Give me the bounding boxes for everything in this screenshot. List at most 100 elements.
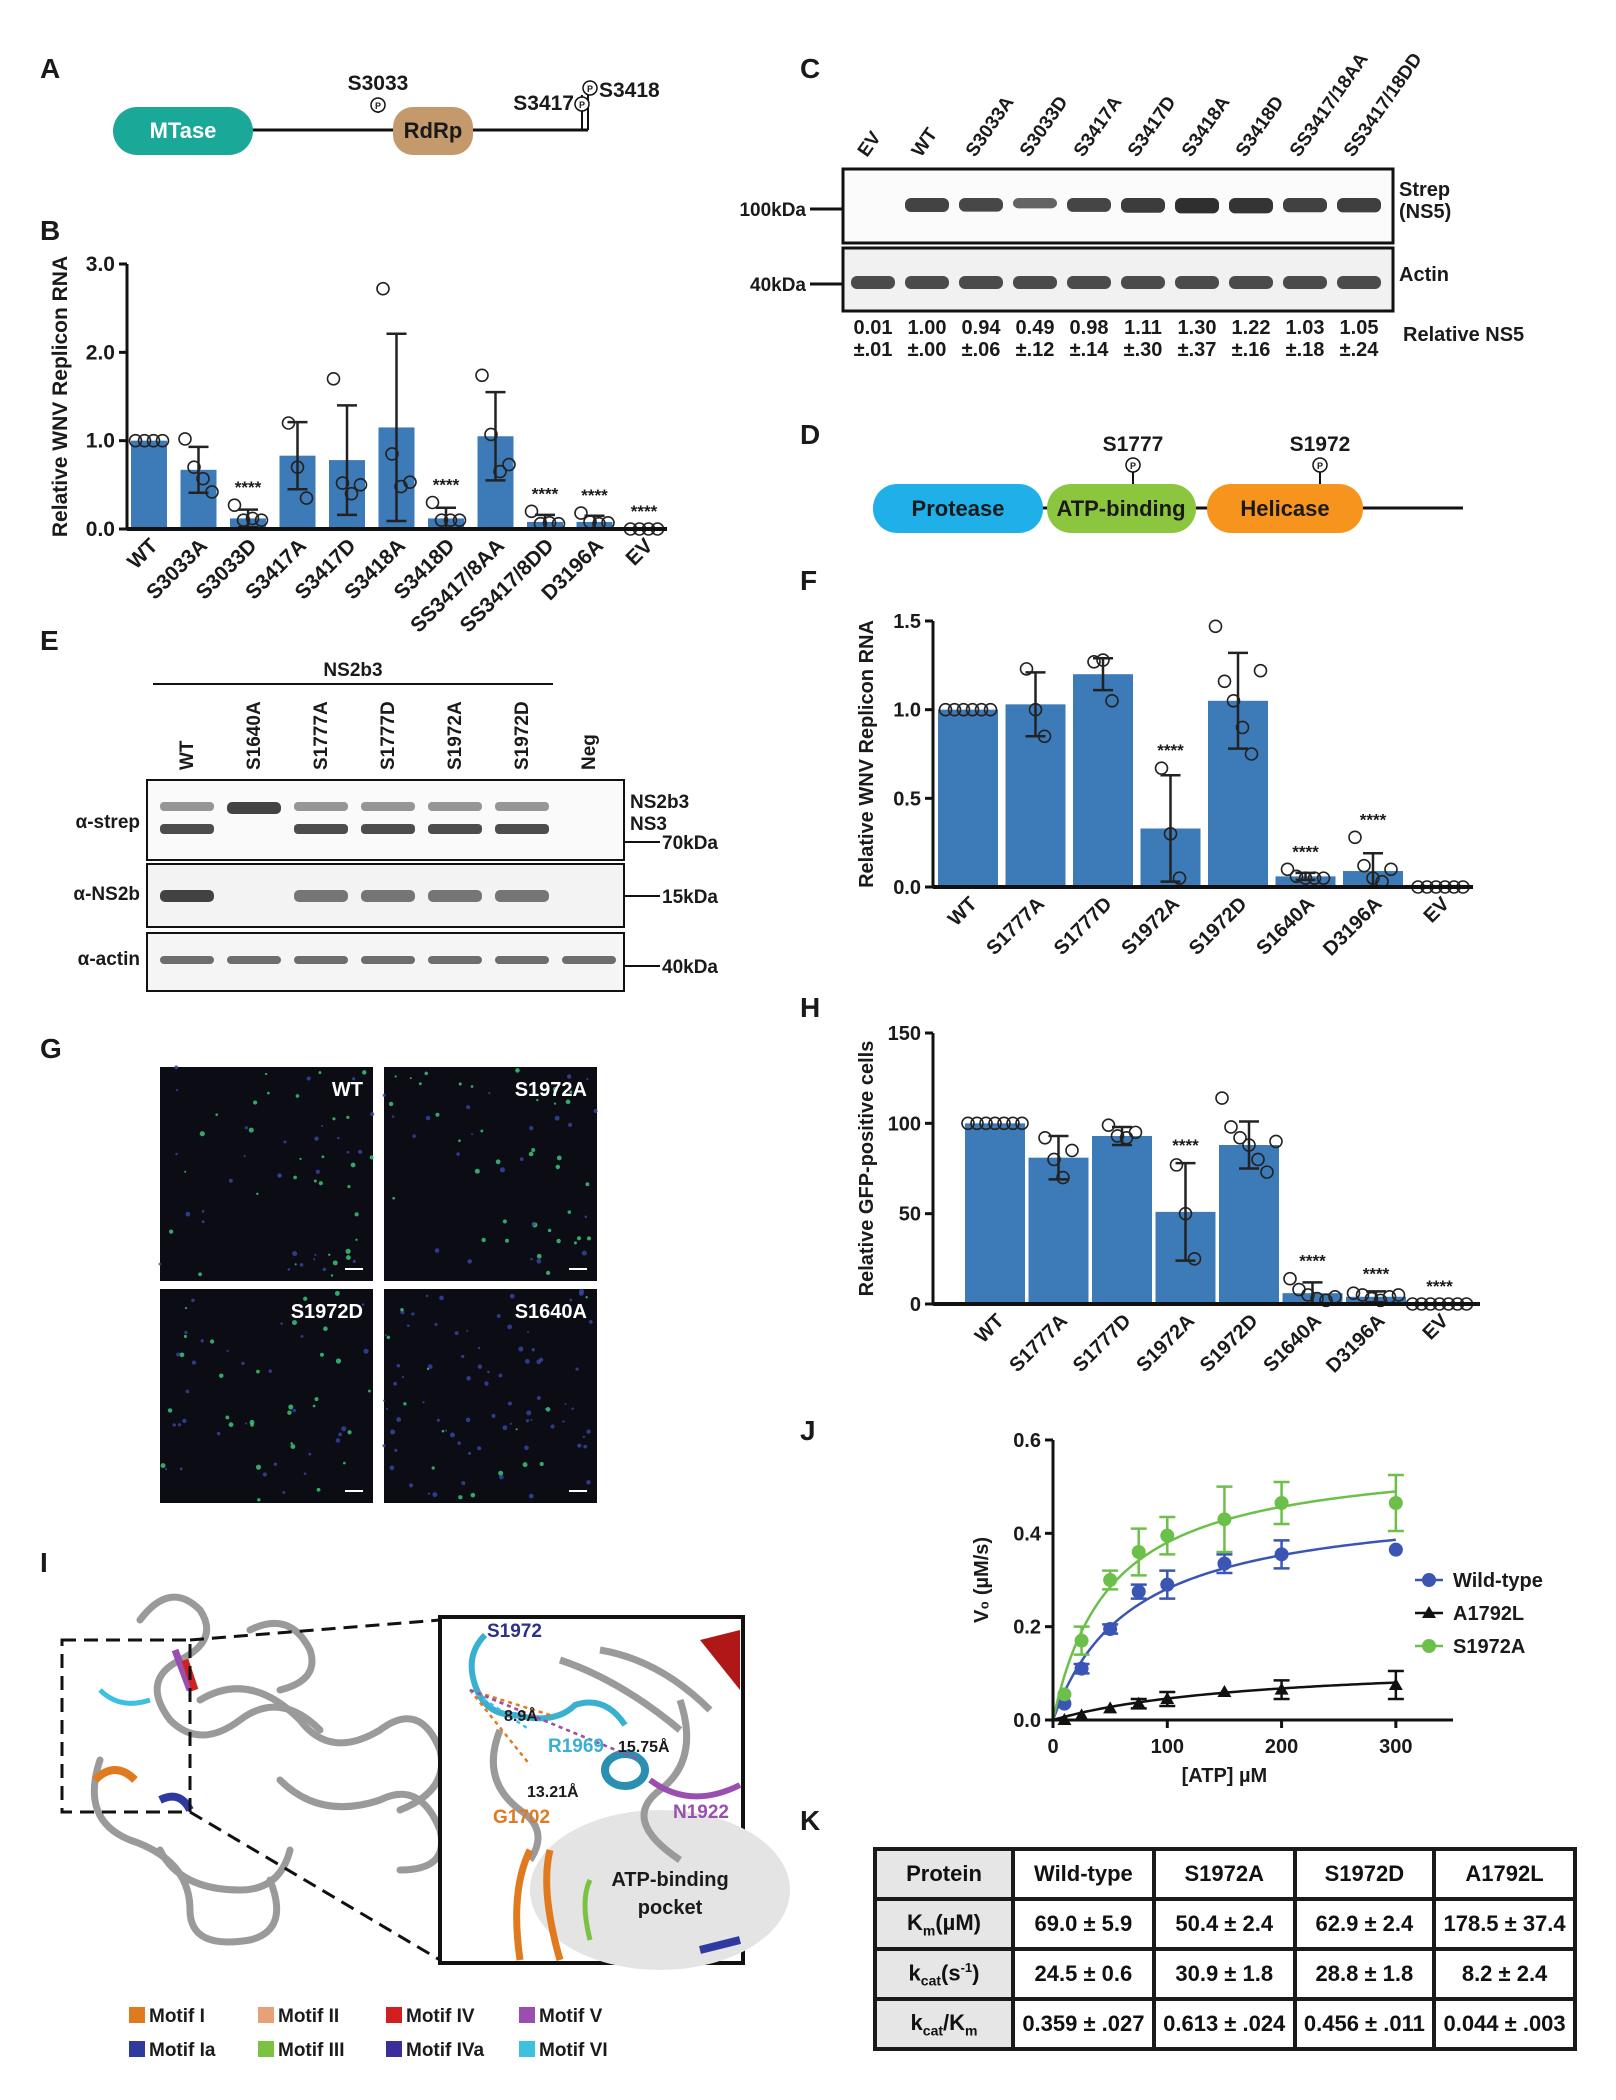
actin-band bbox=[495, 956, 549, 964]
cell-dot bbox=[201, 1220, 205, 1224]
cell-dot bbox=[444, 1429, 448, 1432]
rdrp-label: RdRp bbox=[404, 118, 463, 143]
cell-dot bbox=[586, 1480, 591, 1485]
data-point bbox=[1307, 871, 1322, 885]
significance-marker: **** bbox=[581, 486, 608, 505]
table-header-cell: S1972D bbox=[1292, 1847, 1437, 1901]
data-point bbox=[988, 1116, 1002, 1131]
actin-band bbox=[562, 956, 616, 964]
cell-dot bbox=[502, 1219, 507, 1224]
data-point bbox=[1357, 858, 1371, 873]
cell-dot bbox=[431, 1466, 435, 1470]
cell-dot bbox=[461, 1354, 465, 1359]
data-point bbox=[353, 478, 368, 492]
x-tick-label: S1777D bbox=[1069, 1310, 1136, 1377]
panel-letter-j: J bbox=[800, 1415, 816, 1446]
data-point bbox=[178, 432, 192, 446]
cell-dot bbox=[546, 1270, 551, 1276]
cell-dot bbox=[567, 1210, 572, 1214]
data-point bbox=[1110, 1129, 1125, 1143]
panel-letter-c: C bbox=[800, 53, 820, 84]
cell-dot bbox=[400, 1307, 404, 1312]
cell-dot bbox=[216, 1431, 221, 1436]
cell-dot bbox=[454, 1331, 459, 1336]
cell-dot bbox=[292, 1251, 298, 1257]
data-point bbox=[484, 427, 498, 442]
x-tick-label: D3196A bbox=[1319, 893, 1386, 960]
cell-dot bbox=[175, 1089, 179, 1092]
bar bbox=[965, 1123, 1025, 1304]
significance-marker: **** bbox=[1363, 1264, 1390, 1283]
cell-dot bbox=[566, 1074, 572, 1079]
data-point bbox=[1301, 1288, 1315, 1302]
cell-dot bbox=[215, 1113, 219, 1117]
cell-dot bbox=[347, 1185, 351, 1189]
table-header-cell: A1792L bbox=[1432, 1847, 1577, 1901]
cell-dot bbox=[393, 1381, 398, 1386]
data-point bbox=[1269, 1134, 1283, 1149]
cell-dot bbox=[323, 1326, 328, 1331]
x-tick-label: S1972D bbox=[1196, 1310, 1263, 1377]
cell-dot bbox=[466, 1376, 471, 1381]
data-point bbox=[1289, 869, 1304, 884]
zoom-region-box bbox=[60, 1638, 192, 1814]
data-point bbox=[335, 476, 350, 490]
cell-dot bbox=[524, 1445, 529, 1451]
bar bbox=[938, 709, 998, 887]
cell-dot bbox=[461, 1481, 466, 1486]
cell-dot bbox=[531, 1222, 536, 1226]
cell-dot bbox=[312, 1404, 316, 1408]
relative-ns5-mean: 1.22 bbox=[1232, 317, 1271, 339]
lane-label: S3417D bbox=[1124, 93, 1181, 161]
data-point bbox=[1131, 1545, 1146, 1559]
cell-dot bbox=[530, 1418, 533, 1421]
motif-label: Motif Ia bbox=[149, 2040, 216, 2061]
zoomed-structure-inset: S1972 R1969 G1702 N1922 8.9Å 15.75Å 13.2… bbox=[438, 1615, 790, 1970]
cell-dot bbox=[255, 1464, 262, 1470]
data-point bbox=[443, 513, 458, 527]
cell-dot bbox=[352, 1259, 356, 1263]
site-s1777: S1777 bbox=[1103, 433, 1164, 456]
data-point bbox=[1235, 720, 1250, 735]
cell-dot bbox=[338, 1432, 343, 1437]
cell-dot bbox=[228, 1178, 233, 1183]
significance-marker: **** bbox=[631, 502, 658, 521]
ns5-band bbox=[1283, 198, 1327, 213]
data-point bbox=[574, 506, 588, 520]
site-s3417: S3417 bbox=[513, 92, 574, 115]
y-tick-label: 0.5 bbox=[893, 788, 921, 810]
marker-15kda: 15kDa bbox=[662, 887, 718, 908]
y-tick-label: 1.5 bbox=[893, 611, 921, 633]
data-point bbox=[452, 513, 467, 527]
cell-dot bbox=[515, 1068, 520, 1073]
ns2b-band bbox=[160, 890, 214, 902]
cell-dot bbox=[191, 1360, 197, 1365]
data-point bbox=[1006, 1116, 1020, 1131]
motif-legend: Motif I Motif II Motif IV Motif V Motif Ia Mo… bbox=[129, 2006, 608, 2061]
microscopy-grid: WT S1972A S1972D S1640A bbox=[158, 1065, 598, 1503]
significance-marker: **** bbox=[235, 478, 262, 497]
cell-dot bbox=[384, 1334, 387, 1337]
cell-dot bbox=[518, 1346, 524, 1352]
cell-dot bbox=[556, 1238, 561, 1244]
x-tick-label: 100 bbox=[1151, 1736, 1184, 1758]
y-tick-label: 50 bbox=[899, 1204, 921, 1226]
panel-letter-b: B bbox=[40, 215, 60, 246]
motif-label: Motif IVa bbox=[406, 2040, 485, 2061]
cell-dot bbox=[547, 1228, 552, 1233]
cell-dot bbox=[435, 1112, 440, 1117]
table-cell: 0.359 ± .027 bbox=[1011, 1997, 1156, 2051]
panel-letter-a: A bbox=[40, 53, 60, 84]
cell-dot bbox=[382, 1399, 386, 1402]
distance-8-9: 8.9Å bbox=[504, 1706, 538, 1725]
data-point bbox=[1384, 862, 1398, 877]
microscopy-image: S1640A bbox=[382, 1288, 597, 1503]
actin-band bbox=[959, 276, 1003, 289]
cell-dot bbox=[332, 1117, 336, 1121]
cell-dot bbox=[509, 1293, 515, 1299]
cell-dot bbox=[536, 1258, 542, 1264]
cell-dot bbox=[531, 1148, 536, 1153]
cell-dot bbox=[390, 1429, 396, 1435]
cell-dot bbox=[343, 1461, 346, 1465]
phospho-icon bbox=[574, 96, 590, 112]
